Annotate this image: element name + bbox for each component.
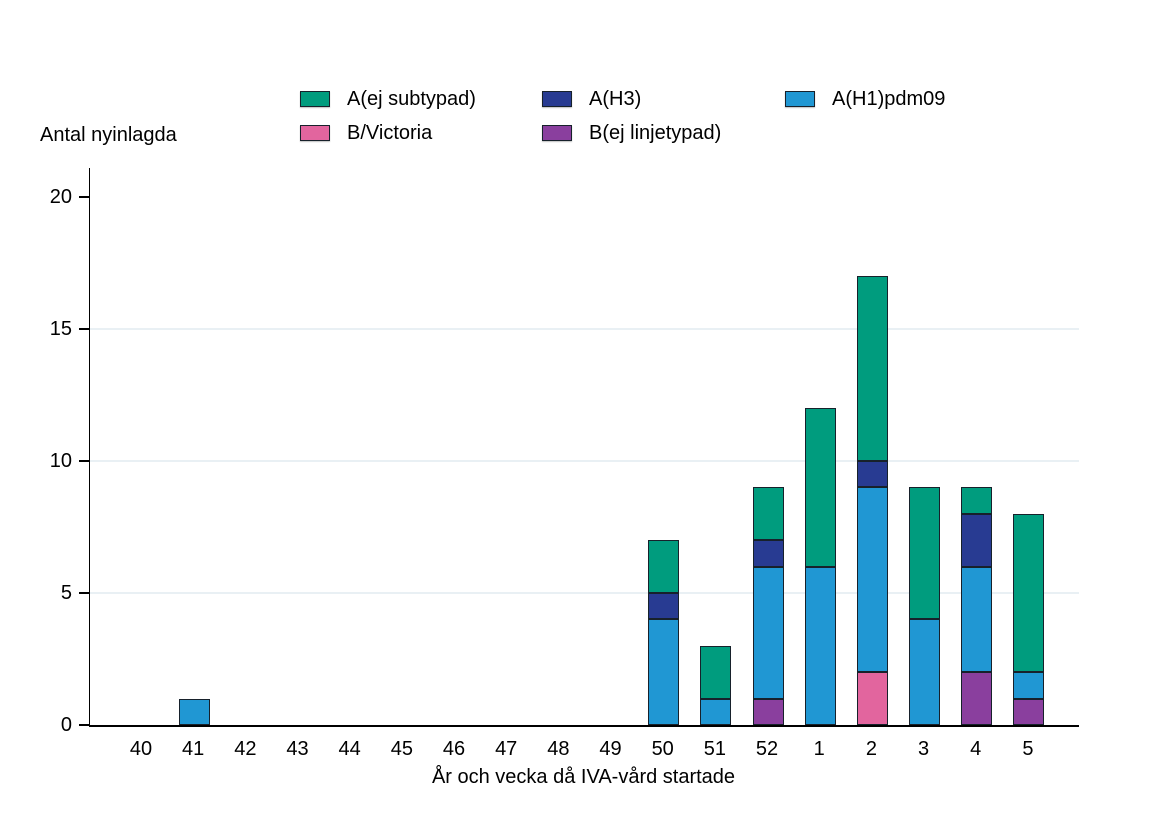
legend-item-a-ej-subtypad: A(ej subtypad)	[300, 87, 476, 110]
legend-item-b-ej-linjetypad: B(ej linjetypad)	[542, 121, 722, 144]
x-tick-label-week-48: 48	[547, 738, 570, 760]
legend-label-b-ej-linjetypad: B(ej linjetypad)	[589, 121, 722, 144]
x-tick-label-week-50: 50	[651, 738, 674, 760]
y-tick-10	[79, 460, 89, 462]
x-tick-label-week-5: 5	[1022, 738, 1034, 760]
bar-segment-week-1-a-ej-subtypad	[804, 408, 836, 567]
gridline-10	[90, 460, 1079, 462]
x-tick-label-week-49: 49	[599, 738, 622, 760]
x-tick-label-week-47: 47	[495, 738, 518, 760]
legend-swatch-b-victoria	[300, 125, 330, 141]
legend-swatch-a-h3	[542, 91, 572, 107]
bar-segment-week-5-b-ej-linjetypad	[1013, 698, 1045, 725]
legend-item-b-victoria: B/Victoria	[300, 121, 433, 144]
x-tick-label-week-52: 52	[755, 738, 779, 760]
x-tick-label-week-42: 42	[234, 738, 257, 760]
bar-segment-week-52-a-h3	[752, 540, 784, 567]
y-tick-5	[79, 592, 89, 594]
x-tick-label-week-40: 40	[129, 738, 153, 760]
legend-item-a-h3: A(H3)	[542, 87, 642, 110]
x-tick-label-week-4: 4	[970, 738, 982, 760]
bar-segment-week-4-b-ej-linjetypad	[961, 672, 993, 725]
x-tick-label-week-41: 41	[182, 738, 205, 760]
legend-swatch-a-ej-subtypad	[300, 91, 330, 107]
x-tick-label-week-3: 3	[917, 738, 930, 760]
bar-segment-week-51-a-h1-pdm09	[700, 698, 732, 725]
legend-swatch-a-h1-pdm09	[785, 91, 815, 107]
y-tick-20	[79, 196, 89, 198]
bar-segment-week-50-a-h1-pdm09	[648, 619, 680, 725]
bar-segment-week-41-a-h1-pdm09	[178, 698, 210, 725]
bar-segment-week-2-a-ej-subtypad	[856, 276, 888, 461]
bar-segment-week-5-a-h1-pdm09	[1013, 672, 1045, 699]
bar-segment-week-4-a-ej-subtypad	[961, 487, 993, 514]
gridline-15	[90, 328, 1079, 330]
y-tick-15	[79, 328, 89, 330]
gridline-5	[90, 592, 1079, 594]
x-tick-label-week-44: 44	[338, 738, 361, 760]
bar-segment-week-3-a-ej-subtypad	[909, 487, 941, 620]
bar-segment-week-52-a-ej-subtypad	[752, 487, 784, 541]
bar-segment-week-3-a-h1-pdm09	[909, 619, 941, 725]
y-axis-title: Antal nyinlagda	[40, 124, 177, 146]
bar-segment-week-52-a-h1-pdm09	[752, 566, 784, 699]
x-tick-label-week-46: 46	[442, 738, 466, 760]
bar-segment-week-2-b-victoria	[856, 672, 888, 725]
legend-label-a-h1-pdm09: A(H1)pdm09	[832, 87, 946, 110]
y-tick-label-20: 20	[49, 186, 72, 208]
y-tick-label-15: 15	[49, 318, 72, 340]
bar-segment-week-52-b-ej-linjetypad	[752, 698, 784, 725]
legend-label-a-h3: A(H3)	[589, 87, 642, 110]
bar-segment-week-50-a-ej-subtypad	[648, 540, 680, 593]
bar-segment-week-5-a-ej-subtypad	[1013, 513, 1045, 673]
legend-label-a-ej-subtypad: A(ej subtypad)	[347, 87, 476, 110]
legend-item-a-h1-pdm09: A(H1)pdm09	[785, 87, 946, 110]
bar-segment-week-1-a-h1-pdm09	[804, 566, 836, 725]
bar-segment-week-51-a-ej-subtypad	[700, 645, 732, 699]
y-tick-label-5: 5	[60, 582, 72, 604]
legend-swatch-b-ej-linjetypad	[542, 125, 572, 141]
x-tick-label-week-1: 1	[813, 738, 825, 760]
bar-segment-week-2-a-h3	[856, 461, 888, 488]
plot-area	[89, 168, 1079, 727]
x-axis-title: År och vecka då IVA-vård startade	[431, 766, 736, 788]
y-tick-0	[79, 724, 89, 726]
x-tick-label-week-43: 43	[286, 738, 309, 760]
bar-segment-week-4-a-h3	[961, 513, 993, 567]
x-tick-label-week-45: 45	[390, 738, 413, 760]
bar-segment-week-4-a-h1-pdm09	[961, 566, 993, 673]
x-tick-label-week-51: 51	[703, 738, 726, 760]
bar-segment-week-2-a-h1-pdm09	[856, 487, 888, 673]
y-tick-label-10: 10	[49, 450, 72, 472]
y-tick-label-0: 0	[60, 714, 72, 736]
x-tick-label-week-2: 2	[865, 738, 877, 760]
bar-segment-week-50-a-h3	[648, 593, 680, 620]
legend-label-b-victoria: B/Victoria	[347, 121, 433, 144]
